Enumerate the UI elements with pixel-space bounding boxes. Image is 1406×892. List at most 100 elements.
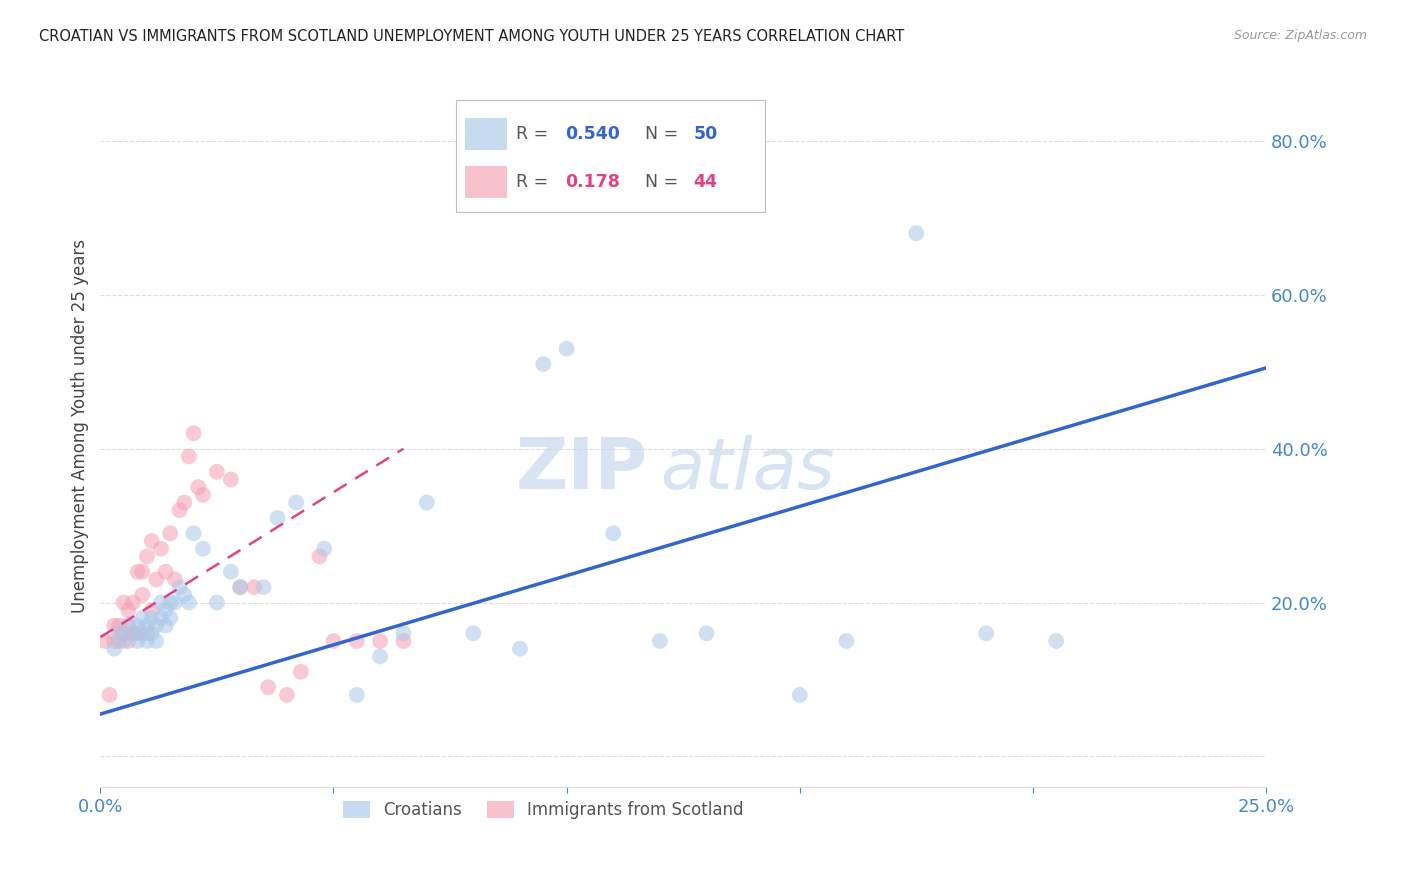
Point bbox=[136, 618, 159, 632]
Point bbox=[789, 688, 811, 702]
Point bbox=[163, 595, 186, 609]
Text: R =: R = bbox=[516, 173, 560, 191]
Text: 0.540: 0.540 bbox=[565, 125, 620, 144]
Point bbox=[108, 634, 131, 648]
Point bbox=[155, 603, 177, 617]
Point bbox=[122, 626, 145, 640]
Point bbox=[131, 611, 153, 625]
Text: N =: N = bbox=[645, 173, 683, 191]
Point bbox=[177, 450, 200, 464]
Point bbox=[136, 626, 159, 640]
Text: 50: 50 bbox=[693, 125, 718, 144]
Point bbox=[94, 634, 117, 648]
Point bbox=[602, 526, 624, 541]
Point bbox=[127, 626, 149, 640]
Point bbox=[974, 626, 997, 640]
Point bbox=[155, 618, 177, 632]
Text: N =: N = bbox=[645, 125, 683, 144]
Point bbox=[191, 488, 214, 502]
Point bbox=[463, 626, 485, 640]
Point bbox=[219, 473, 242, 487]
Point bbox=[368, 634, 391, 648]
Point bbox=[555, 342, 578, 356]
Point bbox=[191, 541, 214, 556]
Point bbox=[149, 541, 172, 556]
Point bbox=[136, 549, 159, 564]
Point bbox=[163, 573, 186, 587]
Point bbox=[112, 626, 135, 640]
Point bbox=[108, 626, 131, 640]
Point bbox=[219, 565, 242, 579]
Point bbox=[149, 611, 172, 625]
Point bbox=[173, 588, 195, 602]
Point bbox=[229, 580, 252, 594]
Point bbox=[177, 595, 200, 609]
Text: ZIP: ZIP bbox=[516, 434, 648, 503]
Point bbox=[229, 580, 252, 594]
Point bbox=[205, 595, 228, 609]
Text: 44: 44 bbox=[693, 173, 717, 191]
Point bbox=[187, 480, 209, 494]
Point bbox=[103, 641, 125, 656]
Point bbox=[141, 626, 163, 640]
Point bbox=[149, 595, 172, 609]
Point bbox=[145, 618, 167, 632]
Point bbox=[276, 688, 298, 702]
Point bbox=[368, 649, 391, 664]
Point bbox=[131, 565, 153, 579]
Point bbox=[648, 634, 671, 648]
Point bbox=[835, 634, 858, 648]
Point bbox=[392, 634, 415, 648]
Point bbox=[117, 618, 139, 632]
Point bbox=[169, 503, 191, 517]
Point bbox=[122, 626, 145, 640]
Point bbox=[1045, 634, 1067, 648]
Point bbox=[346, 634, 368, 648]
Point bbox=[205, 465, 228, 479]
Point bbox=[145, 634, 167, 648]
Y-axis label: Unemployment Among Youth under 25 years: Unemployment Among Youth under 25 years bbox=[72, 239, 89, 613]
Point bbox=[159, 595, 181, 609]
Point bbox=[98, 688, 121, 702]
Text: atlas: atlas bbox=[659, 434, 835, 503]
Point bbox=[145, 573, 167, 587]
Point bbox=[266, 511, 288, 525]
Text: 0.178: 0.178 bbox=[565, 173, 620, 191]
FancyBboxPatch shape bbox=[465, 166, 508, 198]
Point bbox=[131, 626, 153, 640]
Point bbox=[108, 618, 131, 632]
Point bbox=[257, 680, 280, 694]
Point bbox=[531, 357, 554, 371]
Point bbox=[695, 626, 717, 640]
Text: R =: R = bbox=[516, 125, 554, 144]
Point bbox=[159, 611, 181, 625]
Point bbox=[183, 426, 205, 441]
Point bbox=[141, 603, 163, 617]
Point bbox=[122, 595, 145, 609]
Point bbox=[183, 526, 205, 541]
Point bbox=[127, 634, 149, 648]
Point bbox=[112, 595, 135, 609]
Point bbox=[103, 634, 125, 648]
Point bbox=[117, 618, 139, 632]
Point bbox=[131, 588, 153, 602]
Point bbox=[117, 634, 139, 648]
Point bbox=[103, 618, 125, 632]
Point bbox=[285, 495, 308, 509]
Point bbox=[141, 611, 163, 625]
Point bbox=[155, 565, 177, 579]
FancyBboxPatch shape bbox=[456, 100, 765, 212]
Point bbox=[112, 634, 135, 648]
Point bbox=[905, 227, 928, 241]
Point bbox=[136, 634, 159, 648]
Point bbox=[314, 541, 336, 556]
Point bbox=[173, 495, 195, 509]
Point bbox=[346, 688, 368, 702]
Point bbox=[141, 534, 163, 549]
Point bbox=[509, 641, 531, 656]
Point bbox=[127, 565, 149, 579]
Point bbox=[392, 626, 415, 640]
Point bbox=[416, 495, 439, 509]
Point bbox=[159, 526, 181, 541]
Point bbox=[127, 618, 149, 632]
